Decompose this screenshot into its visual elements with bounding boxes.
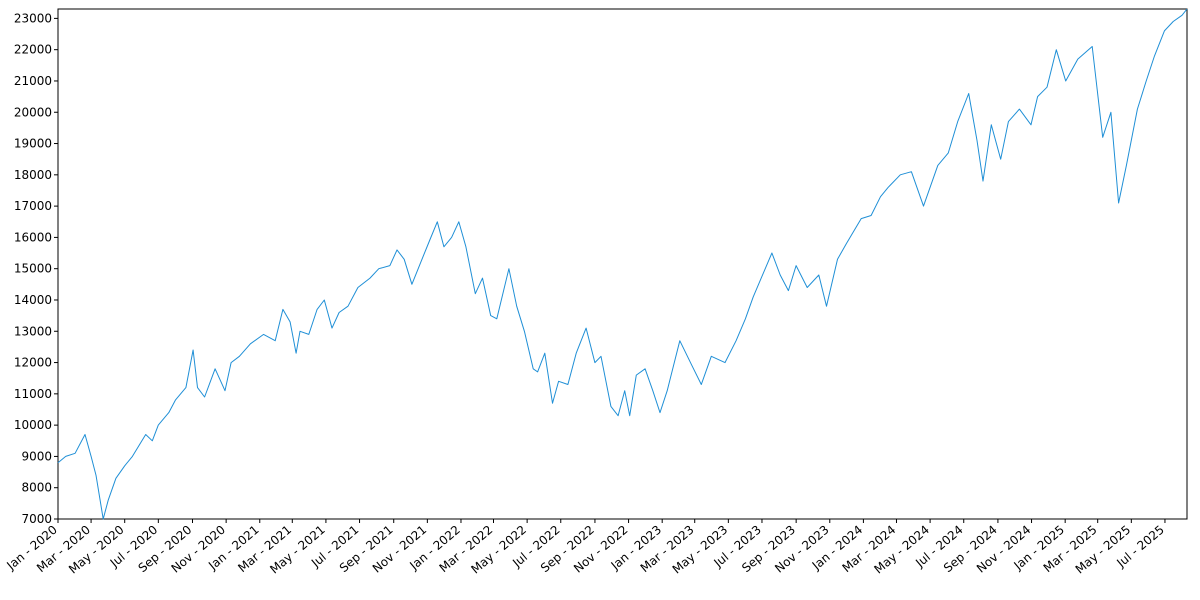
y-tick-label: 11000 [14,387,52,401]
plot-area [57,8,1188,520]
y-tick-label: 13000 [14,324,52,338]
y-tick-label: 19000 [14,137,52,151]
y-tick-label: 23000 [14,11,52,25]
series-line [57,8,1188,520]
y-tick-label: 10000 [14,418,52,432]
y-tick-label: 16000 [14,230,52,244]
y-tick-label: 12000 [14,356,52,370]
y-tick-label: 9000 [21,449,52,463]
y-tick-label: 21000 [14,74,52,88]
y-tick-label: 22000 [14,43,52,57]
y-axis: 7000 8000 9000 10000 11000 12000 13000 14000 150… [14,11,58,526]
y-tick-label: 17000 [14,199,52,213]
y-tick-label: 14000 [14,293,52,307]
y-tick-label: 8000 [21,481,52,495]
series-layer [57,8,1188,520]
y-tick-label: 7000 [21,512,52,526]
y-tick-label: 20000 [14,105,52,119]
y-tick-label: 15000 [14,262,52,276]
y-tick-label: 18000 [14,168,52,182]
